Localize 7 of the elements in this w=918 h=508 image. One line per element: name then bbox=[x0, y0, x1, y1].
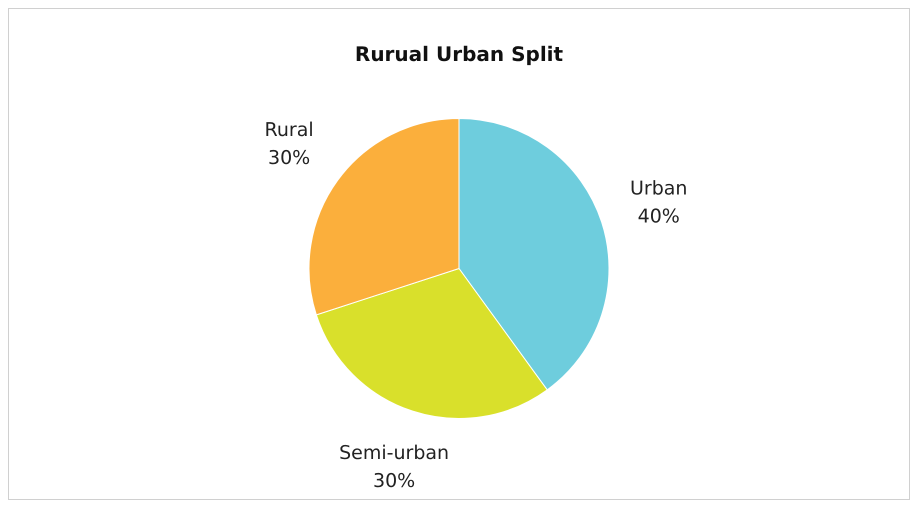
chart-title: Rurual Urban Split bbox=[354, 42, 564, 66]
data-label: 30% bbox=[372, 470, 416, 492]
slice-label: Semi-urban bbox=[339, 442, 450, 464]
slice-label: Urban bbox=[630, 178, 688, 200]
data-label: 30% bbox=[268, 147, 310, 170]
slice-label: Rural bbox=[264, 119, 314, 142]
data-label: 40% bbox=[638, 206, 680, 228]
